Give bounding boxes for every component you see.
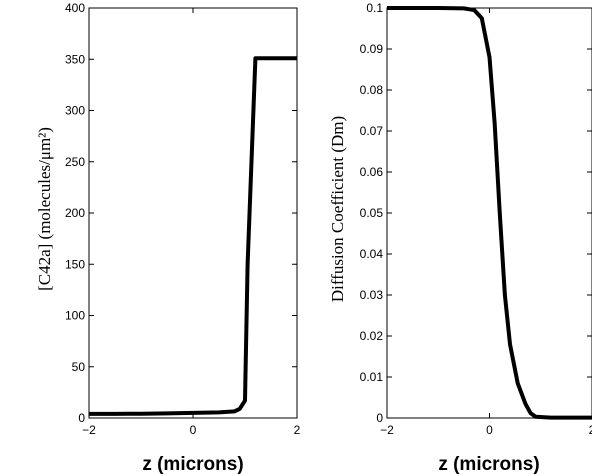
y-tick-label: 0.01	[360, 370, 384, 384]
series-line	[387, 6, 592, 420]
x-axis-label: z (microns)	[142, 454, 243, 475]
y-tick-label: 300	[65, 104, 85, 118]
y-axis-label: Diffusion Coefficient (Dm)	[328, 116, 347, 302]
y-tick-label: 350	[65, 52, 85, 66]
y-tick-label: 0.06	[360, 165, 384, 179]
y-tick-label: 250	[65, 155, 85, 169]
y-tick-label: 0.07	[360, 124, 384, 138]
y-tick-label: 0.04	[360, 247, 384, 261]
x-tick-label: −2	[380, 423, 394, 437]
y-tick-label: 400	[65, 1, 85, 15]
y-tick-label: 0.03	[360, 288, 384, 302]
x-tick-label: 0	[190, 423, 197, 437]
y-tick-label: 0.1	[366, 1, 383, 15]
y-tick-label: 0.08	[360, 83, 384, 97]
plot-area-frame	[88, 7, 298, 419]
series-line	[89, 56, 297, 416]
y-tick-label: 200	[65, 206, 85, 220]
chart-diffusion: Diffusion Coefficient (Dm) z (microns) 0…	[328, 1, 592, 475]
chart-concentration: [C42a] (molecules/μm²) z (microns) 0 50 10…	[35, 1, 301, 475]
y-tick-label: 100	[65, 309, 85, 323]
x-tick-label: 2	[294, 423, 301, 437]
y-tick-label: 0	[78, 411, 85, 425]
y-axis-label: [C42a] (molecules/μm²)	[35, 127, 54, 291]
y-tick-label: 150	[65, 257, 85, 271]
x-tick-label: 0	[486, 423, 493, 437]
x-tick-label: −2	[82, 423, 96, 437]
y-tick-label: 50	[72, 360, 86, 374]
x-axis-label: z (microns)	[438, 454, 539, 475]
x-tick-label: 2	[589, 423, 592, 437]
y-tick-label: 0.09	[360, 42, 384, 56]
y-tick-label: 0	[376, 411, 383, 425]
y-tick-label: 0.05	[360, 206, 384, 220]
y-tick-label: 0.02	[360, 329, 384, 343]
